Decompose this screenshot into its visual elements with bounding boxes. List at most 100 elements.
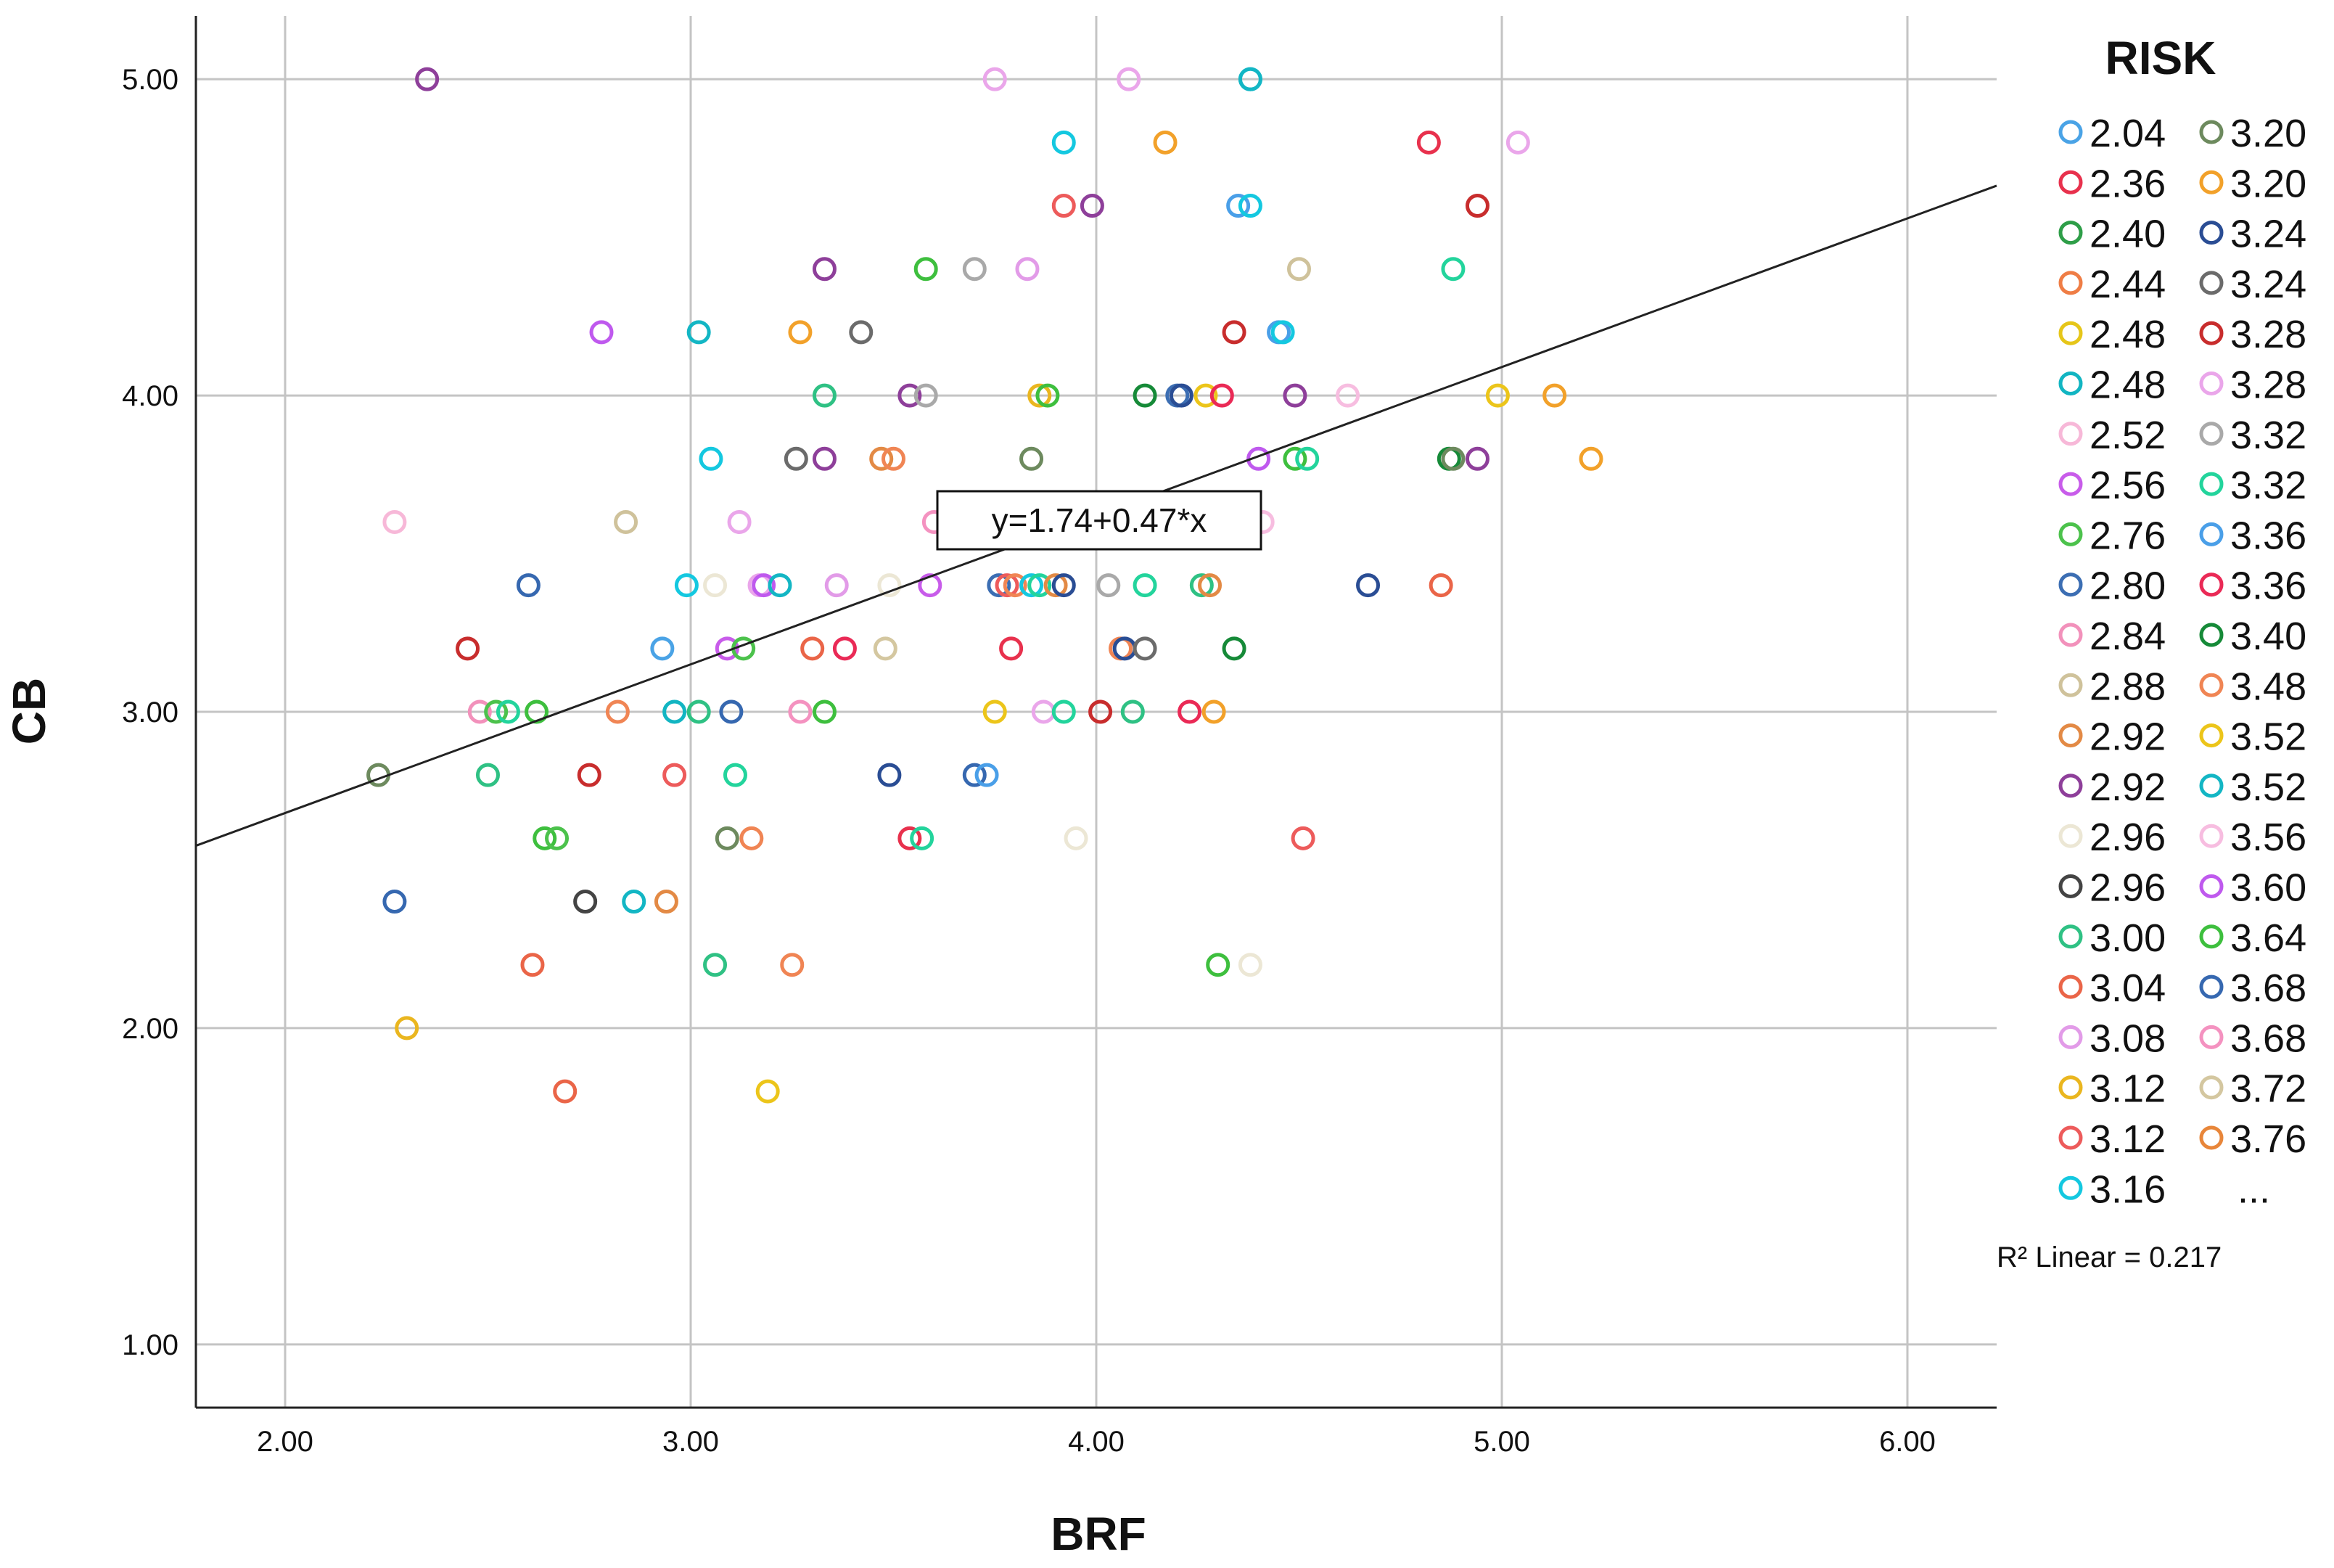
legend-entry: 3.12	[2058, 1117, 2166, 1161]
data-point	[1238, 67, 1262, 91]
legend-marker	[2058, 924, 2083, 949]
legend-label: 3.28	[2230, 313, 2306, 356]
data-point	[1169, 383, 1193, 408]
data-point	[1051, 130, 1076, 155]
data-point	[974, 763, 999, 787]
data-point	[415, 67, 440, 91]
legend-label: 3.76	[2230, 1117, 2306, 1161]
legend-label: 3.36	[2230, 565, 2306, 608]
data-point	[897, 383, 922, 408]
data-point	[1120, 699, 1145, 724]
legend-label: 3.24	[2230, 213, 2306, 256]
legend-marker	[2199, 120, 2224, 144]
data-point	[768, 573, 792, 598]
legend-marker	[2058, 271, 2083, 295]
data-point	[877, 763, 902, 787]
data-point	[1027, 573, 1052, 598]
legend-label: 3.20	[2230, 162, 2306, 205]
legend-label: 2.48	[2089, 313, 2166, 356]
data-point	[686, 699, 711, 724]
legend-entry: 2.76	[2058, 514, 2166, 557]
legend-marker	[2199, 472, 2224, 496]
legend-entry: 3.04	[2058, 966, 2166, 1010]
data-point	[382, 890, 407, 914]
legend-label: 3.60	[2230, 866, 2306, 910]
data-point	[962, 257, 987, 282]
legend-entry: 3.20	[2199, 112, 2306, 155]
legend-entry: 3.32	[2199, 414, 2306, 457]
legend-label: 3.00	[2089, 916, 2166, 960]
legend-marker	[2058, 974, 2083, 999]
legend-marker	[2058, 1025, 2083, 1049]
legend-label: 2.76	[2089, 514, 2166, 557]
data-point	[788, 699, 813, 724]
y-tick-label: 3.00	[122, 697, 178, 728]
data-point	[1201, 699, 1226, 724]
legend-title: RISK	[2105, 32, 2216, 84]
data-point	[1356, 573, 1381, 598]
data-point	[1051, 194, 1076, 218]
data-point	[1441, 257, 1466, 282]
axes	[194, 16, 1997, 1409]
legend-entry: 3.68	[2199, 966, 2306, 1010]
data-point	[784, 446, 808, 471]
legend-marker	[2199, 874, 2224, 898]
data-point	[1542, 383, 1567, 408]
data-point	[987, 573, 1011, 598]
data-point	[496, 699, 520, 724]
legend-marker	[2058, 723, 2083, 748]
legend-entry: 2.84	[2058, 615, 2166, 658]
data-point	[812, 699, 837, 724]
legend-marker	[2199, 1125, 2224, 1150]
legend-marker	[2199, 422, 2224, 446]
data-point	[824, 573, 849, 598]
y-tick-label: 1.00	[122, 1329, 178, 1361]
legend-marker	[2058, 773, 2083, 798]
legend-marker	[2058, 472, 2083, 496]
grid-lines	[196, 16, 1997, 1408]
data-point	[999, 636, 1024, 661]
data-point	[913, 383, 938, 408]
data-point	[982, 699, 1007, 724]
legend-marker	[2199, 623, 2224, 647]
data-point	[910, 826, 934, 850]
data-point	[1088, 699, 1113, 724]
data-point	[962, 763, 987, 787]
legend-label: 3.24	[2230, 263, 2306, 306]
legend-label: 2.56	[2089, 464, 2166, 507]
legend-entry: 2.44	[2058, 263, 2166, 306]
legend-label: 3.48	[2230, 665, 2306, 708]
legend-label: 3.08	[2089, 1017, 2166, 1060]
data-point	[982, 67, 1007, 91]
data-point	[1027, 383, 1052, 408]
data-point	[1003, 573, 1027, 598]
legend-entry: 2.36	[2058, 162, 2166, 205]
data-point	[1153, 130, 1178, 155]
legend-entry: 3.36	[2199, 565, 2306, 608]
legend-marker	[2199, 170, 2224, 194]
legend-label: 2.84	[2089, 615, 2166, 658]
data-point	[533, 826, 557, 850]
data-point	[475, 763, 500, 787]
data-point	[589, 320, 614, 345]
data-point	[467, 699, 492, 724]
legend-entry: 2.96	[2058, 816, 2166, 859]
legend-entry: 2.88	[2058, 665, 2166, 708]
legend-entry: 3.12	[2058, 1067, 2166, 1111]
y-tick-label: 5.00	[122, 64, 178, 96]
legend-entry: 3.72	[2199, 1067, 2306, 1111]
y-tick-label: 4.00	[122, 380, 178, 412]
data-point	[1035, 383, 1060, 408]
legend-label: 3.72	[2230, 1067, 2306, 1111]
legend-entry: 3.20	[2199, 162, 2306, 205]
data-point	[1117, 67, 1141, 91]
legend-label: 3.56	[2230, 816, 2306, 859]
data-point	[650, 636, 675, 661]
legend-entry: 3.32	[2199, 464, 2306, 507]
legend-entry: 3.60	[2199, 866, 2306, 910]
data-point	[395, 1016, 419, 1040]
legend-entry: 3.16	[2058, 1167, 2166, 1211]
legend-entry: 3.64	[2199, 916, 2306, 960]
legend-entry: 2.48	[2058, 313, 2166, 356]
data-point	[780, 953, 805, 977]
